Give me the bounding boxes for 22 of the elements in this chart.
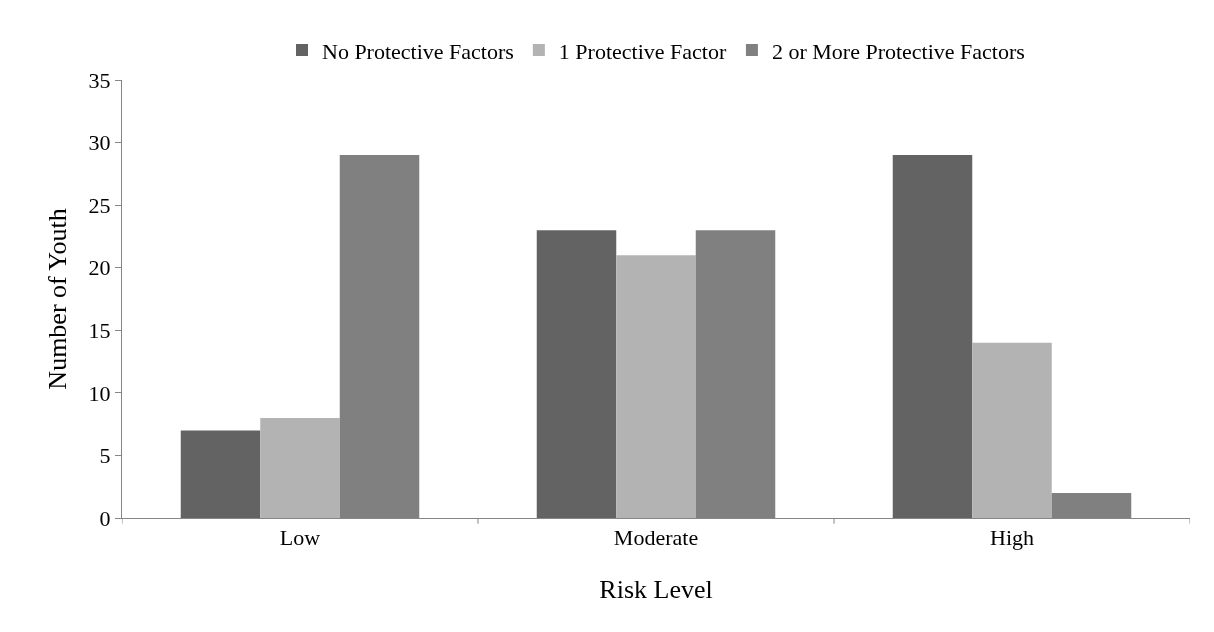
bar bbox=[260, 417, 340, 518]
y-tick-label: 35 bbox=[88, 67, 111, 93]
legend-label: 2 or More Protective Factors bbox=[771, 38, 1025, 64]
y-tick-label: 15 bbox=[88, 317, 111, 343]
y-tick-label: 10 bbox=[88, 380, 111, 406]
bar bbox=[892, 155, 973, 518]
y-tick-label: 30 bbox=[88, 130, 111, 156]
bar bbox=[616, 255, 696, 518]
x-tick-label: High bbox=[990, 525, 1034, 551]
x-axis-title: Risk Level bbox=[599, 575, 713, 605]
x-tick-label: Low bbox=[279, 525, 321, 551]
bar bbox=[536, 230, 617, 518]
y-axis-title: Number of Youth bbox=[43, 208, 72, 390]
y-tick-label: 20 bbox=[88, 255, 111, 281]
y-tick-label: 5 bbox=[99, 443, 111, 469]
legend-label: 1 Protective Factor bbox=[558, 38, 727, 64]
bar bbox=[972, 342, 1052, 518]
legend-label: No Protective Factors bbox=[322, 38, 514, 64]
y-tick-label: 25 bbox=[88, 192, 111, 218]
bar bbox=[180, 430, 261, 518]
x-tick-label: Moderate bbox=[613, 525, 699, 551]
y-tick-label: 0 bbox=[99, 505, 111, 531]
